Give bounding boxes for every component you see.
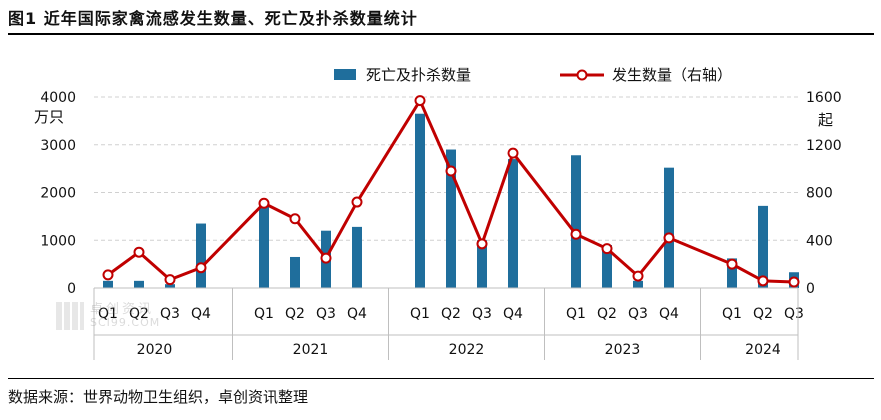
line-point <box>414 95 426 107</box>
left-tick-label: 1000 <box>40 233 76 249</box>
line-point <box>726 258 738 270</box>
year-label: 2021 <box>293 342 329 358</box>
right-axis-unit: 起 <box>818 111 833 129</box>
quarter-label: Q4 <box>191 306 211 322</box>
bar <box>477 240 487 288</box>
quarter-label: Q1 <box>98 306 118 322</box>
line-point <box>133 246 145 258</box>
line-point <box>258 197 270 209</box>
bar <box>664 167 674 288</box>
quarter-label: Q4 <box>659 306 679 322</box>
bar <box>633 280 643 288</box>
quarter-label: Q3 <box>784 306 804 322</box>
legend-label-bar: 死亡及扑杀数量 <box>366 66 471 84</box>
year-label: 2024 <box>745 342 781 358</box>
source-note: 数据来源：世界动物卫生组织，卓创资讯整理 <box>8 388 309 406</box>
watermark-en: SCI99.COM <box>90 316 161 329</box>
quarter-label: Q4 <box>347 306 367 322</box>
right-tick-label: 0 <box>806 281 815 297</box>
watermark-cn: 卓创资讯 <box>90 302 155 317</box>
title-rule <box>8 33 874 35</box>
chart: 0 1000 2000 3000 4000 0 400 800 1200 1600 万只 起 Q1 Q2 Q… <box>34 66 842 360</box>
bar <box>508 159 518 288</box>
source-rule <box>8 378 874 379</box>
quarter-label: Q2 <box>285 306 305 322</box>
line-point <box>757 275 769 287</box>
bar <box>352 226 362 288</box>
legend-label-line: 发生数量（右轴） <box>612 66 732 84</box>
quarter-label: Q1 <box>254 306 274 322</box>
quarter-label: Q1 <box>722 306 742 322</box>
bar <box>196 223 206 288</box>
chart-title: 图1 近年国际家禽流感发生数量、死亡及扑杀数量统计 <box>8 9 418 28</box>
bar <box>602 245 612 288</box>
quarter-label: Q3 <box>160 306 180 322</box>
line-point <box>570 228 582 240</box>
right-tick-label: 1600 <box>806 90 842 106</box>
bar <box>165 284 175 288</box>
bar <box>727 258 737 288</box>
left-tick-label: 3000 <box>40 138 76 154</box>
bar <box>571 155 581 288</box>
right-tick-label: 800 <box>806 186 833 202</box>
quarter-label: Q2 <box>441 306 461 322</box>
bar <box>259 202 269 288</box>
line-point <box>601 243 613 255</box>
bar <box>134 280 144 288</box>
line-point <box>663 232 675 244</box>
bar <box>103 280 113 288</box>
watermark-logo-icon <box>56 302 84 330</box>
line-point <box>507 147 519 159</box>
right-tick-label: 1200 <box>806 138 842 154</box>
year-label: 2022 <box>449 342 485 358</box>
watermark: 卓创资讯 SCI99.COM <box>56 296 216 336</box>
bar <box>415 113 425 289</box>
line-point <box>320 252 332 264</box>
year-label: 2023 <box>605 342 641 358</box>
quarter-label: Q2 <box>753 306 773 322</box>
quarter-label: Q1 <box>566 306 586 322</box>
quarter-label: Q4 <box>503 306 523 322</box>
quarter-label: Q2 <box>129 306 149 322</box>
quarter-label: Q1 <box>410 306 430 322</box>
line-point <box>289 213 301 225</box>
legend-swatch-bar <box>334 69 356 80</box>
right-tick-label: 400 <box>806 233 833 249</box>
left-tick-label: 0 <box>67 281 76 297</box>
left-tick-label: 4000 <box>40 90 76 106</box>
line-point <box>788 276 800 288</box>
year-label: 2020 <box>137 342 173 358</box>
bar <box>446 149 456 288</box>
line-point <box>445 165 457 177</box>
left-tick-label: 2000 <box>40 186 76 202</box>
legend-swatch-marker <box>576 69 588 81</box>
left-axis-unit: 万只 <box>34 108 64 126</box>
line-point <box>102 269 114 281</box>
line-point <box>164 274 176 286</box>
bar <box>758 205 768 288</box>
quarter-label: Q3 <box>628 306 648 322</box>
quarter-label: Q2 <box>597 306 617 322</box>
line-point <box>476 238 488 250</box>
quarter-label: Q3 <box>472 306 492 322</box>
quarter-label: Q3 <box>316 306 336 322</box>
bar <box>290 256 300 288</box>
line-point <box>632 270 644 282</box>
line-point <box>195 262 207 274</box>
line-point <box>351 196 363 208</box>
